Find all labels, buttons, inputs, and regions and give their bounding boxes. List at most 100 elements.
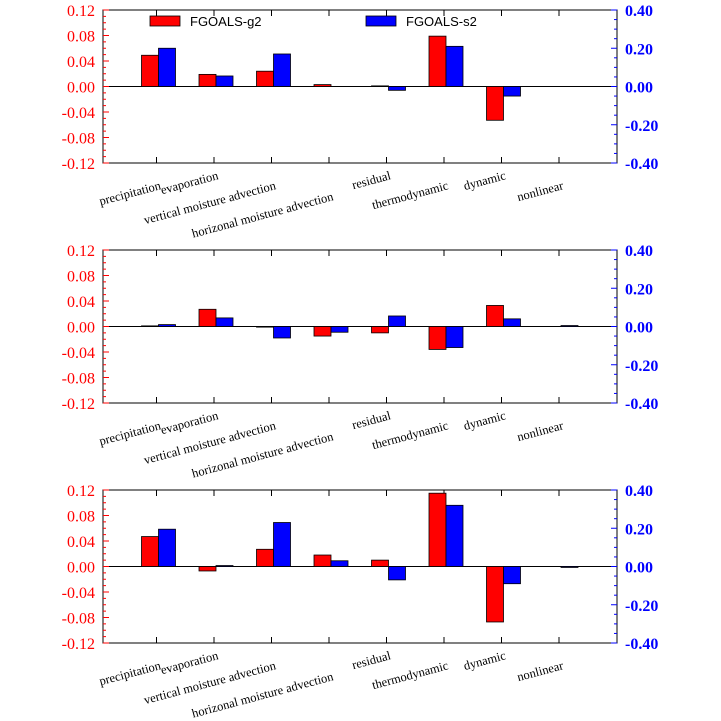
right-tick-label: 0.40: [625, 483, 653, 500]
bar-fgoals-s2: [330, 326, 349, 333]
left-tick-label: 0.12: [67, 483, 95, 500]
left-tick-label: 0.04: [67, 534, 95, 551]
bar-fgoals-s2: [503, 566, 521, 585]
legend-swatch-2: [365, 15, 397, 27]
right-tick-label: -0.40: [625, 636, 658, 653]
category-label: nonlinear: [516, 178, 566, 204]
bar-fgoals-s2: [445, 326, 464, 348]
left-tick-label: -0.04: [62, 585, 95, 602]
bar-fgoals-s2: [215, 565, 234, 567]
legend-label-1: FGOALS-g2: [190, 14, 262, 29]
chart-panel-3: 0.12 0.08 0.04 0.00 -0.04 -0.08 -0.12 0.40 0.20 0…: [62, 483, 659, 721]
left-tick-label: 0.04: [67, 294, 95, 311]
left-tick-label: 0.00: [67, 320, 95, 337]
bar-fgoals-s2: [215, 317, 234, 327]
right-tick-label: 0.00: [625, 80, 653, 97]
bar-fgoals-g2: [198, 308, 217, 327]
category-label: residual: [350, 168, 392, 192]
bar-fgoals-g2: [141, 54, 159, 87]
left-tick-label: -0.12: [62, 636, 95, 653]
bar-fgoals-s2: [560, 566, 579, 568]
bar-fgoals-s2: [158, 47, 176, 87]
bar-fgoals-s2: [560, 325, 579, 327]
bar-fgoals-s2: [445, 45, 464, 87]
left-tick-label: -0.08: [62, 611, 95, 628]
bar-fgoals-g2: [141, 536, 159, 567]
left-tick-label: -0.08: [62, 131, 95, 148]
bar-fgoals-s2: [273, 522, 291, 567]
bar-fgoals-g2: [256, 548, 274, 567]
right-tick-label: -0.40: [625, 156, 658, 173]
category-label: nonlinear: [516, 418, 566, 444]
left-tick-label: 0.12: [67, 3, 95, 20]
bar-fgoals-s2: [158, 324, 176, 327]
bar-fgoals-g2: [313, 84, 332, 87]
category-label: precipitation: [98, 178, 163, 208]
bar-fgoals-s2: [330, 560, 349, 567]
category-label: precipitation: [98, 658, 163, 688]
right-tick-label: 0.00: [625, 320, 653, 337]
right-tick-label: -0.40: [625, 396, 658, 413]
bar-fgoals-s2: [388, 86, 406, 91]
chart-panel-2: 0.12 0.08 0.04 0.00 -0.04 -0.08 -0.12 0.40 0.20 0…: [62, 243, 659, 481]
category-label: evaporation: [159, 168, 220, 197]
bar-fgoals-g2: [256, 326, 274, 328]
right-tick-label: -0.20: [625, 598, 658, 615]
right-tick-label: 0.20: [625, 41, 653, 58]
bar-fgoals-s2: [215, 75, 234, 87]
bar-fgoals-s2: [503, 318, 521, 327]
left-tick-label: 0.08: [67, 509, 95, 526]
left-tick-label: 0.00: [67, 80, 95, 97]
bar-fgoals-g2: [486, 86, 504, 121]
right-tick-label: -0.20: [625, 118, 658, 135]
category-label: evaporation: [159, 408, 220, 437]
category-label: residual: [350, 408, 392, 432]
category-label: precipitation: [98, 418, 163, 448]
right-tick-label: -0.20: [625, 358, 658, 375]
left-tick-label: -0.04: [62, 105, 95, 122]
bar-fgoals-g2: [486, 566, 504, 623]
left-tick-label: 0.04: [67, 54, 95, 71]
bar-fgoals-g2: [141, 325, 159, 327]
right-tick-label: 0.00: [625, 560, 653, 577]
left-tick-label: -0.08: [62, 371, 95, 388]
chart-panel-1: 0.12 0.08 0.04 0.00 -0.04 -0.08 -0.12 0.40 0.20 0…: [62, 3, 659, 241]
bar-fgoals-s2: [388, 315, 406, 327]
bar-fgoals-g2: [486, 305, 504, 327]
bar-fgoals-g2: [428, 326, 447, 350]
category-label: dynamic: [462, 168, 508, 193]
right-tick-label: 0.20: [625, 521, 653, 538]
category-label: nonlinear: [516, 658, 566, 684]
right-tick-label: 0.40: [625, 3, 653, 20]
bar-fgoals-g2: [428, 35, 447, 87]
left-tick-label: -0.04: [62, 345, 95, 362]
bar-fgoals-g2: [313, 554, 332, 567]
left-tick-label: 0.08: [67, 29, 95, 46]
bar-fgoals-s2: [273, 53, 291, 87]
right-tick-label: 0.40: [625, 243, 653, 260]
bar-fgoals-s2: [503, 86, 521, 97]
bar-fgoals-s2: [273, 326, 291, 339]
right-tick-label: 0.20: [625, 281, 653, 298]
left-tick-label: 0.12: [67, 243, 95, 260]
bar-fgoals-g2: [371, 559, 389, 567]
bar-fgoals-g2: [428, 492, 447, 567]
bar-fgoals-g2: [198, 566, 217, 572]
legend-label-2: FGOALS-s2: [406, 14, 477, 29]
bar-fgoals-g2: [198, 73, 217, 87]
left-tick-label: -0.12: [62, 396, 95, 413]
bar-fgoals-g2: [371, 85, 389, 87]
legend-swatch-1: [149, 15, 181, 27]
left-tick-label: -0.12: [62, 156, 95, 173]
bar-fgoals-g2: [313, 326, 332, 337]
category-label: evaporation: [159, 648, 220, 677]
bar-fgoals-s2: [388, 566, 406, 581]
bar-fgoals-s2: [445, 504, 464, 567]
bar-fgoals-s2: [158, 528, 176, 567]
category-label: dynamic: [462, 648, 508, 673]
category-label: residual: [350, 648, 392, 672]
left-tick-label: 0.00: [67, 560, 95, 577]
bar-fgoals-g2: [371, 326, 389, 334]
left-tick-label: 0.08: [67, 269, 95, 286]
